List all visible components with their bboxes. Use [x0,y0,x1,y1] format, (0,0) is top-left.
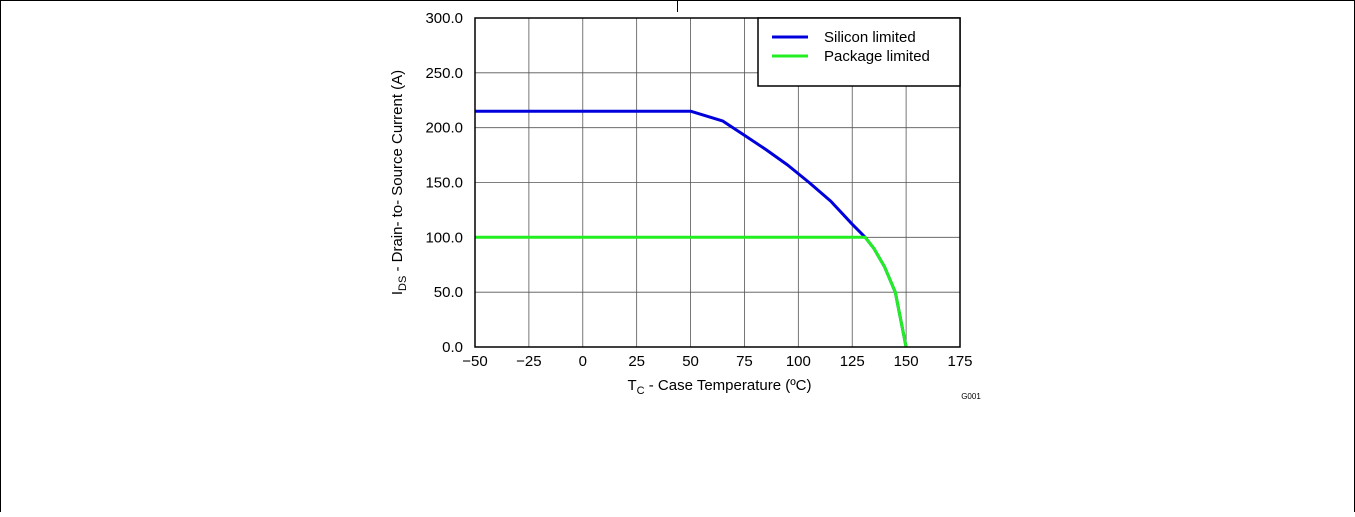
x-tick-label: 125 [840,353,865,370]
x-axis-label-symbol: T [627,377,636,394]
x-axis-label-subscript: C [637,385,645,397]
x-tick-label: 100 [786,353,811,370]
y-tick-label: 200.0 [425,120,463,137]
x-tick-label: 150 [894,353,919,370]
x-tick-label: 50 [682,353,699,370]
y-axis-label: IDS - Drain- to- Source Current (A) [389,70,409,295]
y-tick-label: 150.0 [425,175,463,192]
series-lines [475,109,908,348]
y-tick-label: 0.0 [442,339,463,356]
y-tick-label: 300.0 [425,10,463,27]
legend: Silicon limited Package limited [757,17,961,87]
y-axis-label-text: - Drain- to- Source Current (A) [389,70,406,276]
x-tick-label: −25 [516,353,541,370]
x-tick-label: 25 [628,353,645,370]
y-axis-label-subscript: DS [397,276,409,291]
plot-area-border [474,17,961,348]
x-tick-label: −50 [462,353,487,370]
y-axis-label-symbol: I [389,291,406,295]
tick-labels: −50 −25 0 25 50 75 100 125 150 175 0.0 50.0 100.0 150… [425,10,972,370]
figure-code: G001 [961,392,981,401]
y-tick-label: 100.0 [425,229,463,246]
legend-label: Silicon limited [824,29,916,46]
series-line-package-limited [475,235,908,348]
x-tick-label: 175 [947,353,972,370]
x-tick-label: 75 [736,353,753,370]
legend-box [757,17,961,87]
x-tick-label: 0 [579,353,587,370]
x-axis-label: TC - Case Temperature (ºC) [627,377,811,397]
x-axis-label-text: - Case Temperature (ºC) [645,377,812,394]
legend-label: Package limited [824,48,930,65]
y-tick-label: 50.0 [434,284,463,301]
y-tick-label: 250.0 [425,65,463,82]
